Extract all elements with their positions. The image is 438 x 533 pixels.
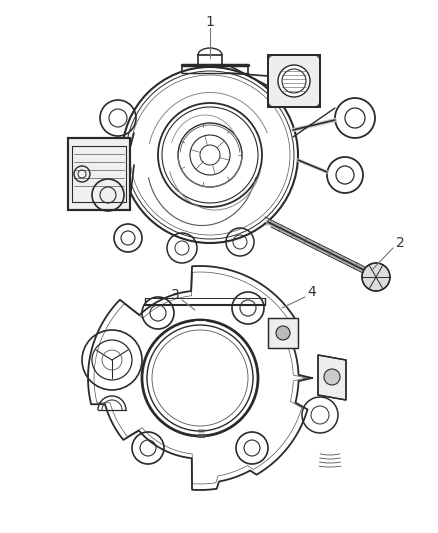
Circle shape [278,65,310,97]
Polygon shape [68,138,130,210]
Text: 3: 3 [171,288,180,302]
Text: 1: 1 [205,15,215,29]
Circle shape [324,369,340,385]
Polygon shape [268,55,320,107]
Polygon shape [318,355,346,400]
Polygon shape [268,318,298,348]
Text: 2: 2 [396,236,404,250]
Circle shape [362,263,390,291]
Circle shape [276,326,290,340]
Text: 4: 4 [307,285,316,299]
